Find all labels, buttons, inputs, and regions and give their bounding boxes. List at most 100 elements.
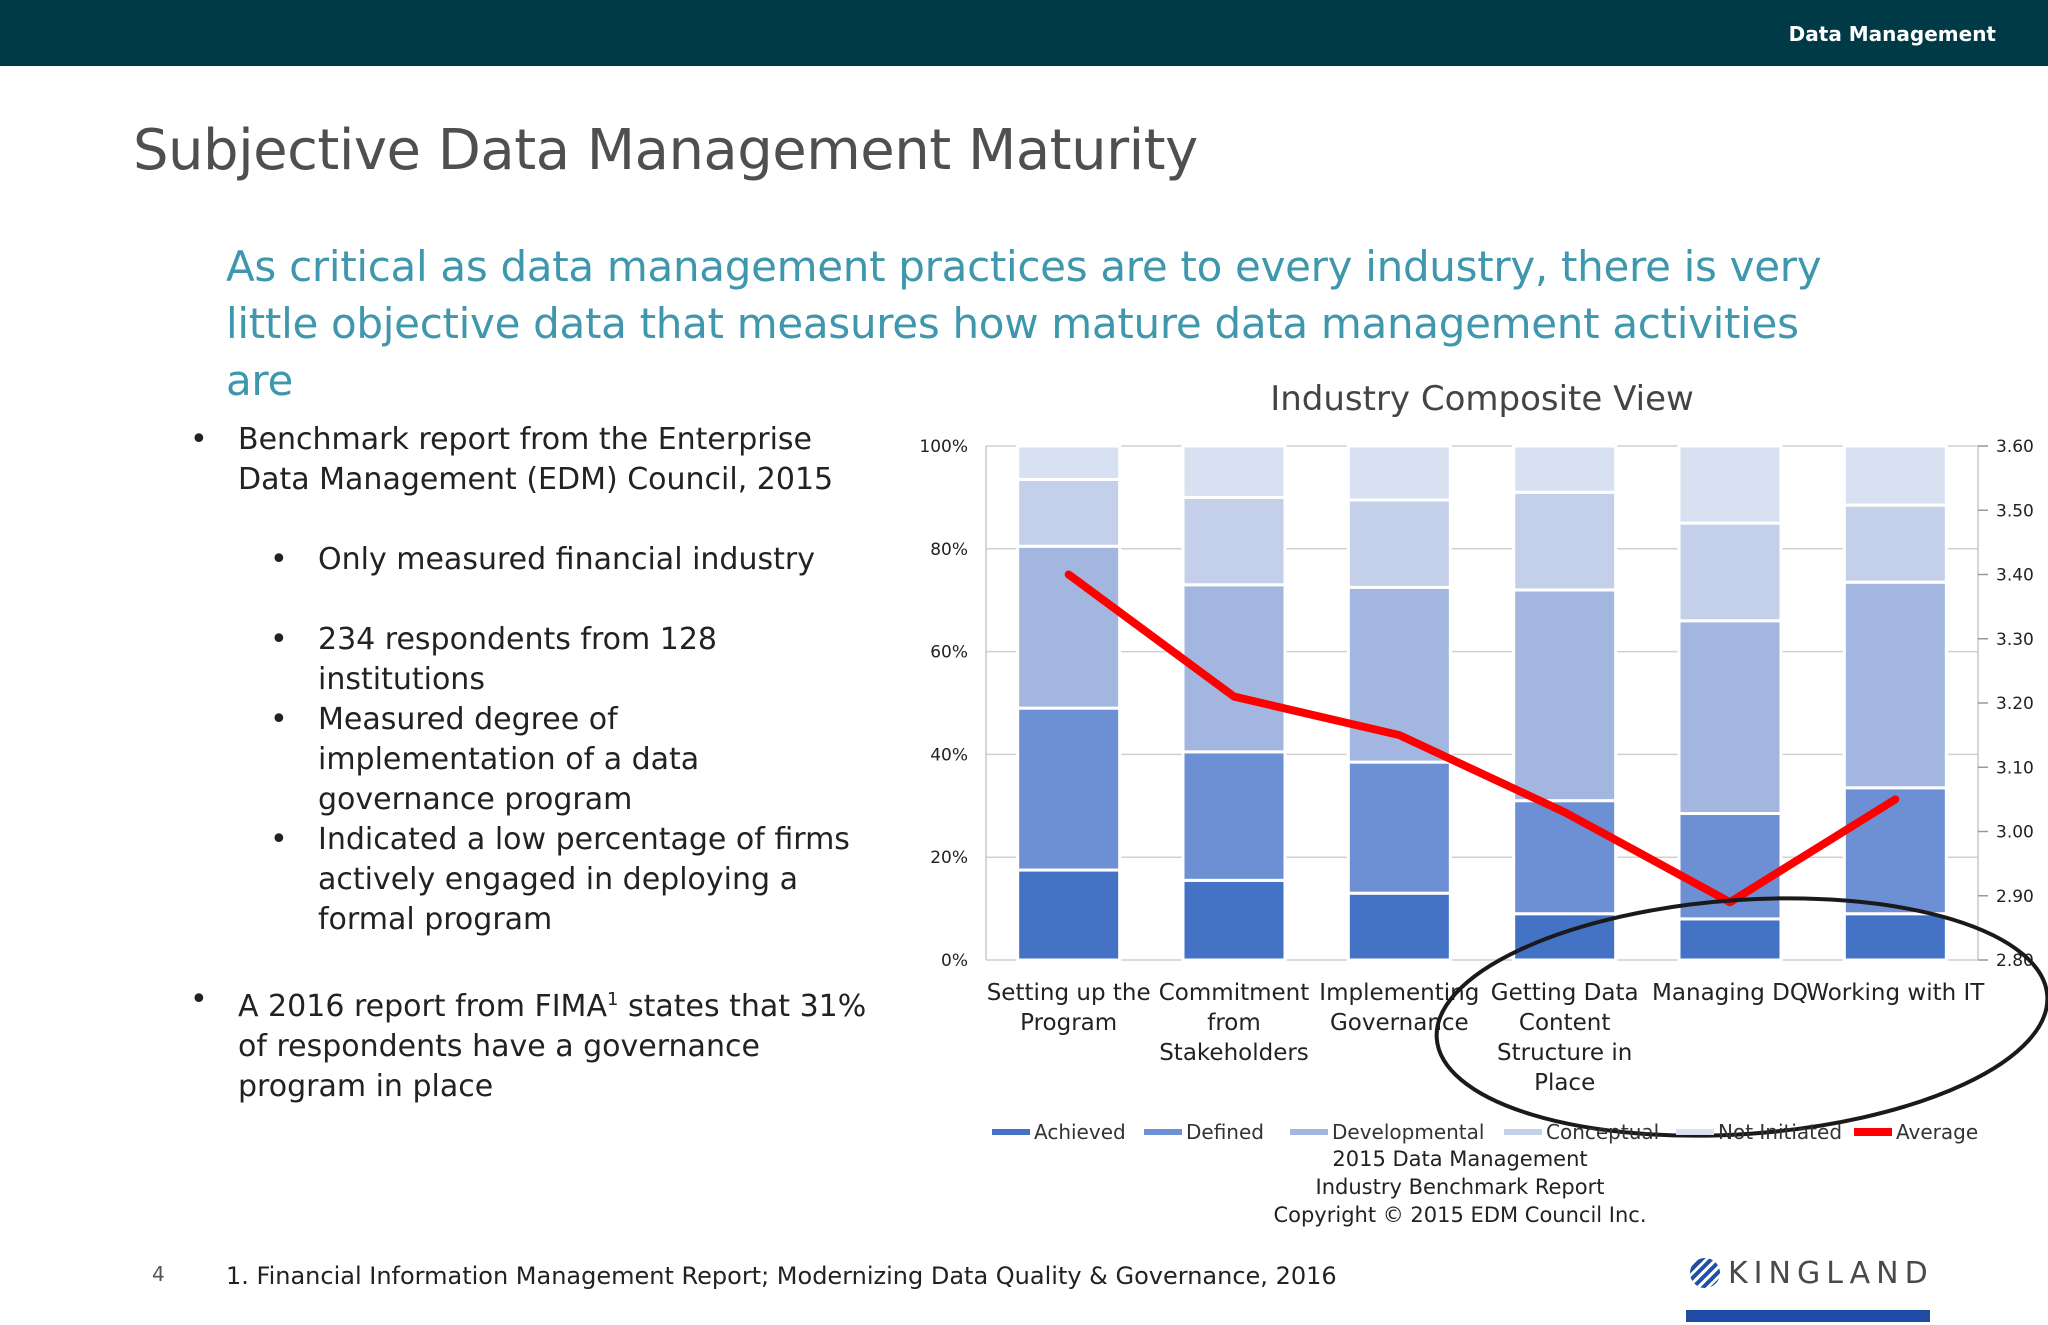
y2-tick-label: 3.60	[1996, 437, 2034, 457]
logo-text: KINGLAND	[1728, 1256, 1934, 1291]
bullet-text: Benchmark report from the Enterprise Dat…	[238, 422, 834, 497]
category-label-line: Content	[1519, 1010, 1610, 1036]
bar-segment	[1512, 490, 1618, 592]
section-label: Data Management	[1788, 22, 1996, 46]
y2-tick-label: 3.50	[1996, 501, 2034, 521]
bullet-text: Only measured financial industry	[318, 542, 815, 577]
bar-segment	[1842, 444, 1948, 507]
kingland-logo: KINGLAND	[1686, 1254, 1930, 1324]
bar-segment	[1677, 521, 1783, 623]
bullet-dot-icon: •	[270, 822, 288, 857]
y2-tick-label: 3.20	[1996, 694, 2034, 714]
category-label-line: Structure in	[1497, 1040, 1632, 1066]
legend-label: Average	[1896, 1120, 1978, 1144]
y-tick-label: 40%	[930, 745, 968, 765]
bullet-dot-icon: •	[270, 622, 288, 657]
legend-label: Achieved	[1034, 1120, 1126, 1144]
bar-segment	[1181, 878, 1287, 962]
category-label-line: Commitment	[1159, 980, 1310, 1006]
bar-segment	[1842, 912, 1948, 962]
bar-segment	[1346, 498, 1452, 589]
bar-segment	[1181, 495, 1287, 587]
footnote: 1. Financial Information Management Repo…	[226, 1262, 1337, 1290]
category-label-line: Place	[1534, 1070, 1595, 1096]
source-note: 2015 Data Management Industry Benchmark …	[1210, 1145, 1710, 1229]
bar-segment	[1512, 588, 1618, 803]
bar-segment	[1016, 477, 1122, 548]
category-label: Implementing Governance	[1319, 980, 1479, 1036]
bullet-dot-icon: •	[270, 702, 288, 737]
industry-composite-chart: Industry Composite View 0% 20% 40% 60% 80% 100…	[900, 370, 2048, 1250]
y-tick-label: 0%	[941, 951, 968, 971]
y-tick-label: 60%	[930, 643, 968, 663]
bullet-item: • Measured degree of implementation of a…	[270, 700, 850, 820]
legend-label: Not Initiated	[1718, 1120, 1842, 1144]
bar-segment	[1842, 580, 1948, 790]
bar-segment	[1016, 444, 1122, 481]
bullet-text: 234 respondents from 128 institutions	[318, 622, 718, 697]
category-label: Getting Data Content Structure in Place	[1491, 980, 1639, 1096]
highlight-ellipse	[1434, 896, 2048, 1138]
y2-tick-label: 3.00	[1996, 823, 2034, 843]
bullet-dot-icon: •	[270, 542, 288, 577]
source-line: 2015 Data Management	[1332, 1147, 1588, 1171]
category-label-line: Managing DQ	[1652, 980, 1808, 1006]
category-label: Managing DQ	[1652, 980, 1808, 1006]
category-label: Working with IT	[1806, 980, 1985, 1006]
category-label-line: Getting Data	[1491, 980, 1639, 1006]
bullet-text: Measured degree of implementation of a d…	[318, 702, 700, 817]
bar-segment	[1346, 760, 1452, 895]
legend-label: Defined	[1186, 1120, 1264, 1144]
category-label-line: Stakeholders	[1159, 1040, 1309, 1066]
bar-segment	[1677, 917, 1783, 962]
bar-segment	[1842, 503, 1948, 584]
category-label-line: Working with IT	[1806, 980, 1985, 1006]
bar-segment	[1677, 444, 1783, 525]
bar-segment	[1512, 799, 1618, 916]
y-tick-label: 80%	[930, 540, 968, 560]
bar-segment	[1346, 444, 1452, 502]
source-line: Copyright © 2015 EDM Council Inc.	[1273, 1203, 1647, 1227]
category-label-line: from	[1207, 1010, 1261, 1036]
bullet-dot-icon: •	[190, 982, 208, 1017]
legend-label: Conceptual	[1546, 1120, 1659, 1144]
bullet-item: • A 2016 report from FIMA1 states that 3…	[190, 980, 870, 1107]
source-line: Industry Benchmark Report	[1315, 1175, 1605, 1199]
y2-tick-label: 3.40	[1996, 566, 2034, 586]
category-label: Commitment from Stakeholders	[1159, 980, 1310, 1066]
bar-segment	[1181, 444, 1287, 499]
y2-tick-label: 3.10	[1996, 758, 2034, 778]
legend-label: Developmental	[1332, 1120, 1484, 1144]
page-number: 4	[152, 1262, 165, 1286]
logo-underline	[1686, 1310, 1930, 1322]
bar-segment	[1842, 786, 1948, 916]
bullet-item: • Indicated a low percentage of firms ac…	[270, 820, 850, 940]
bullet-text: A 2016 report from FIMA1 states that 31%…	[238, 989, 867, 1104]
bullet-item: • 234 respondents from 128 institutions	[270, 620, 890, 700]
chart-title: Industry Composite View	[1270, 379, 1694, 419]
category-label-line: Setting up the	[987, 980, 1151, 1006]
bar-segment	[1677, 619, 1783, 816]
subtitle: As critical as data management practices…	[226, 242, 1822, 405]
kingland-globe-icon	[1690, 1258, 1720, 1288]
average-line	[1064, 570, 1900, 907]
bar-segment	[1512, 444, 1618, 494]
bullet-item: • Benchmark report from the Enterprise D…	[190, 420, 870, 500]
bullet-item: • Only measured financial industry	[270, 540, 890, 580]
bar-segment	[1016, 706, 1122, 872]
bar-segment	[1346, 891, 1452, 962]
category-label: Setting up the Program	[987, 980, 1151, 1036]
page-title: Subjective Data Management Maturity	[133, 118, 1198, 183]
y-tick-label: 100%	[919, 437, 968, 457]
category-label-line: Implementing	[1319, 980, 1479, 1006]
bullet-text: Indicated a low percentage of firms acti…	[318, 822, 850, 937]
footnote-ref: 1	[606, 989, 619, 1010]
bar-segment	[1016, 868, 1122, 962]
y2-tick-label: 2.90	[1996, 887, 2034, 907]
y2-tick-label: 3.30	[1996, 630, 2034, 650]
bullet-dot-icon: •	[190, 422, 208, 457]
category-label-line: Governance	[1330, 1010, 1469, 1036]
bar-segment	[1181, 750, 1287, 882]
y-tick-label: 20%	[930, 848, 968, 868]
category-label-line: Program	[1020, 1010, 1117, 1036]
